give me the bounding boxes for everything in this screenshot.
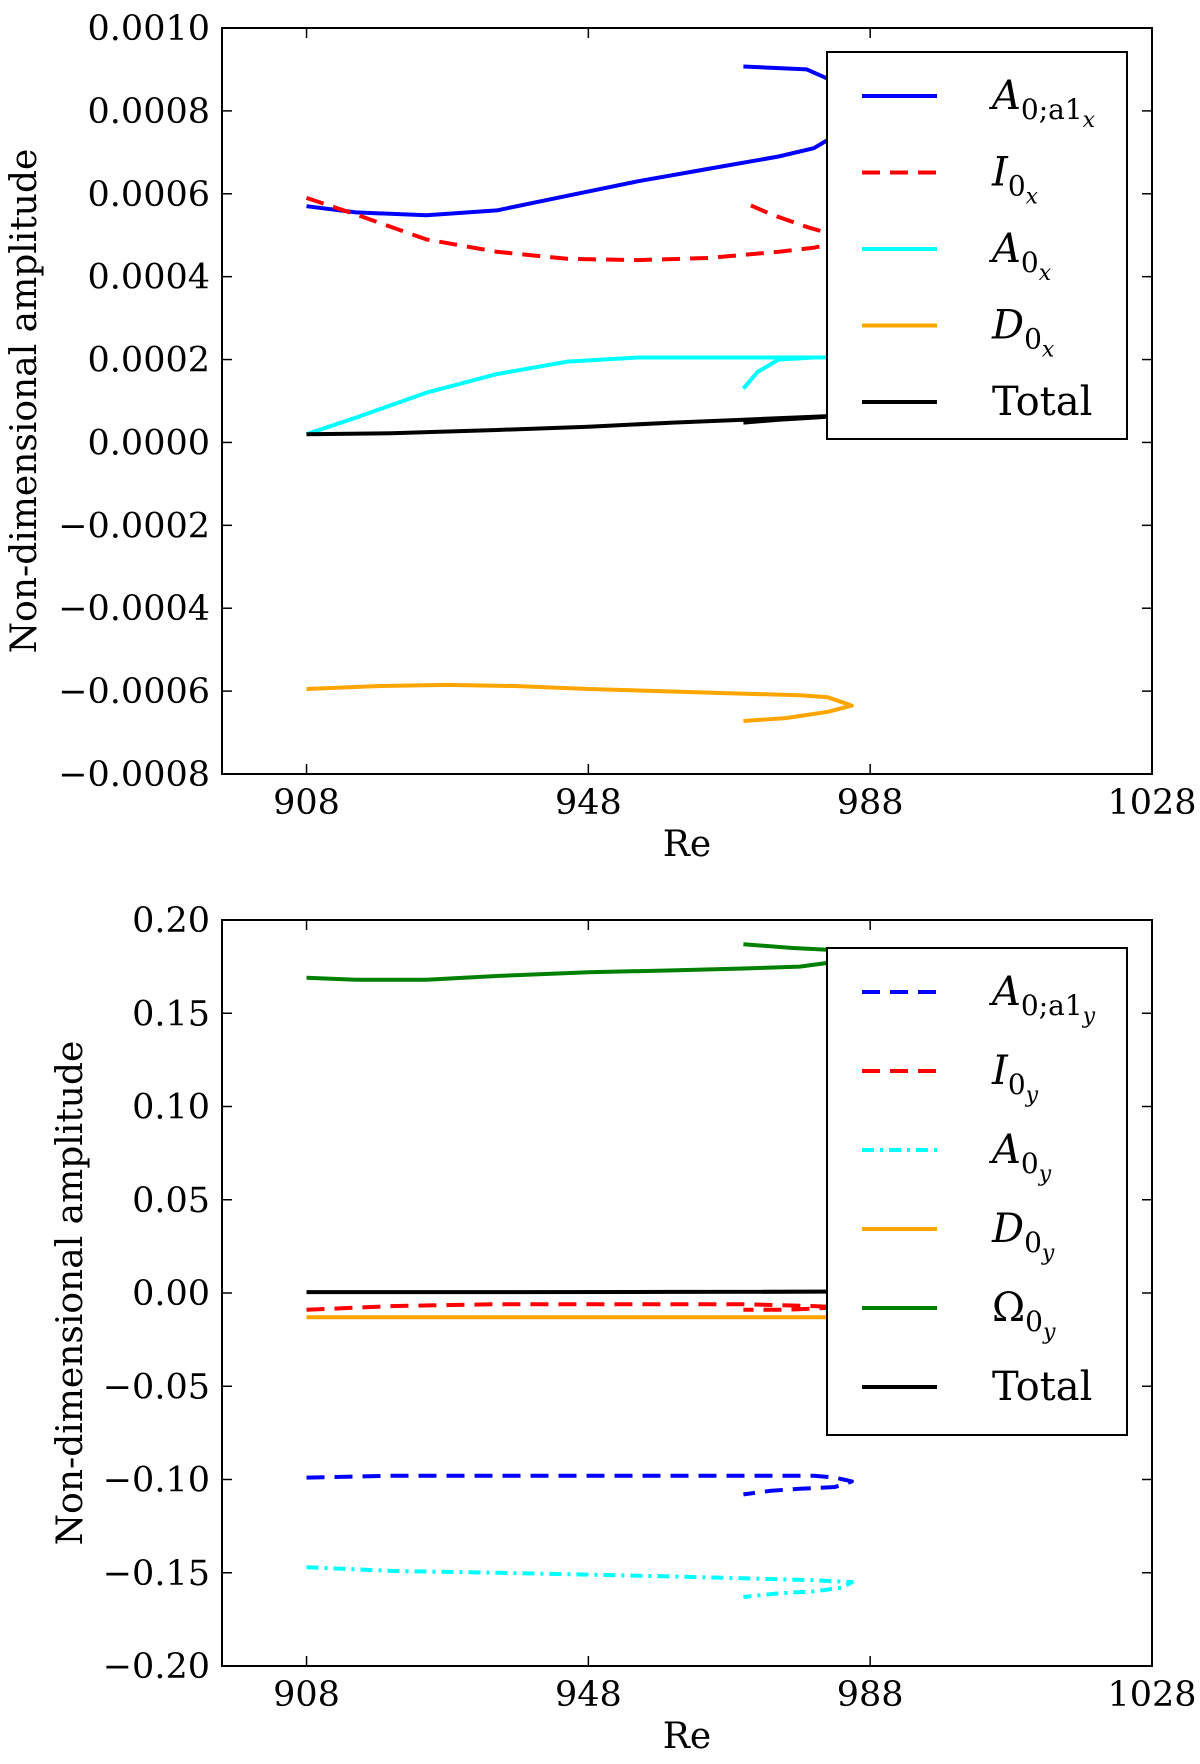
y-axis-label: Non-dimensional amplitude [4,149,45,654]
x-tick-label: 908 [273,783,340,823]
y-tick-label: 0.05 [132,1181,210,1221]
y-tick-label: −0.0004 [58,589,210,629]
legend-label-3: A0y [988,1127,1052,1187]
legend-label-4: D0x [991,303,1055,363]
x-tick-label: 988 [837,1675,904,1715]
x-tick-label: 948 [555,1675,622,1715]
x-tick-label: 1028 [1107,783,1196,823]
y-tick-label: −0.0008 [58,755,210,795]
chart-panel-1: 908 948 988 1028 −0.0008 −0.0006 −0.0004 −0.000… [4,9,1197,865]
y-tick-label: 0.15 [132,994,210,1034]
legend-label-5: Ω0y [992,1285,1056,1345]
x-tick-label: 908 [273,1675,340,1715]
x-axis-label: Re [663,824,711,865]
y-tick-label: 0.0010 [88,9,210,49]
plot-area [306,942,854,1599]
x-tick-label: 948 [555,783,622,823]
plot-area [305,64,854,723]
legend-label-1: A0;a1x [988,73,1096,133]
y-tick-label: 0.00 [132,1274,210,1314]
legend-label-4: D0y [991,1206,1055,1266]
y-tick-label: 0.10 [132,1088,210,1128]
legend-box [826,51,1128,440]
y-tick-label: 0.20 [132,901,210,941]
y-tick-label: 0.0008 [88,92,210,132]
series-line-6 [306,1289,854,1295]
x-tick-label: 1028 [1107,1675,1196,1715]
legend-label-1: A0;a1y [988,969,1096,1029]
y-tick-label: −0.0002 [58,506,210,546]
series-line-3 [306,1565,854,1599]
y-tick-label: −0.05 [103,1367,210,1407]
series-line-2 [306,1302,854,1312]
y-tick-label: 0.0002 [88,341,210,381]
axes-frame [221,27,1153,775]
series-line-3 [305,355,854,437]
y-tick-label: 0.0004 [88,258,210,298]
legend-label-2: I0x [991,150,1039,210]
x-tick-label: 988 [837,783,904,823]
series-line-2 [305,196,854,263]
legend: A0;a1y I0y A0y D0y Ω0y Total [826,947,1128,1436]
y-tick-label: 0.0000 [88,423,210,463]
legend-label-5: Total [992,379,1092,425]
chart-panel-2: 908 948 988 1028 −0.20 −0.15 −0.10 −0.05 0.00 0.0… [50,901,1197,1757]
series-line-5 [306,942,854,982]
y-tick-label: −0.0006 [58,672,210,712]
legend-label-6: Total [992,1364,1092,1410]
series-line-1 [306,64,854,218]
series-line-1 [306,1473,854,1497]
legend-box [826,947,1128,1436]
series-line-4 [306,682,854,723]
x-axis-label: Re [663,1716,711,1757]
legend-label-3: A0x [988,226,1052,286]
y-axis-label: Non-dimensional amplitude [50,1041,91,1546]
y-tick-label: −0.10 [103,1461,210,1501]
legend-label-2: I0y [991,1048,1039,1108]
y-tick-label: −0.15 [103,1554,210,1594]
series-line-5 [306,413,854,437]
y-tick-label: 0.0006 [88,175,210,215]
y-tick-label: −0.20 [103,1647,210,1687]
legend: A0;a1x I0x A0x D0x Total [826,51,1128,440]
